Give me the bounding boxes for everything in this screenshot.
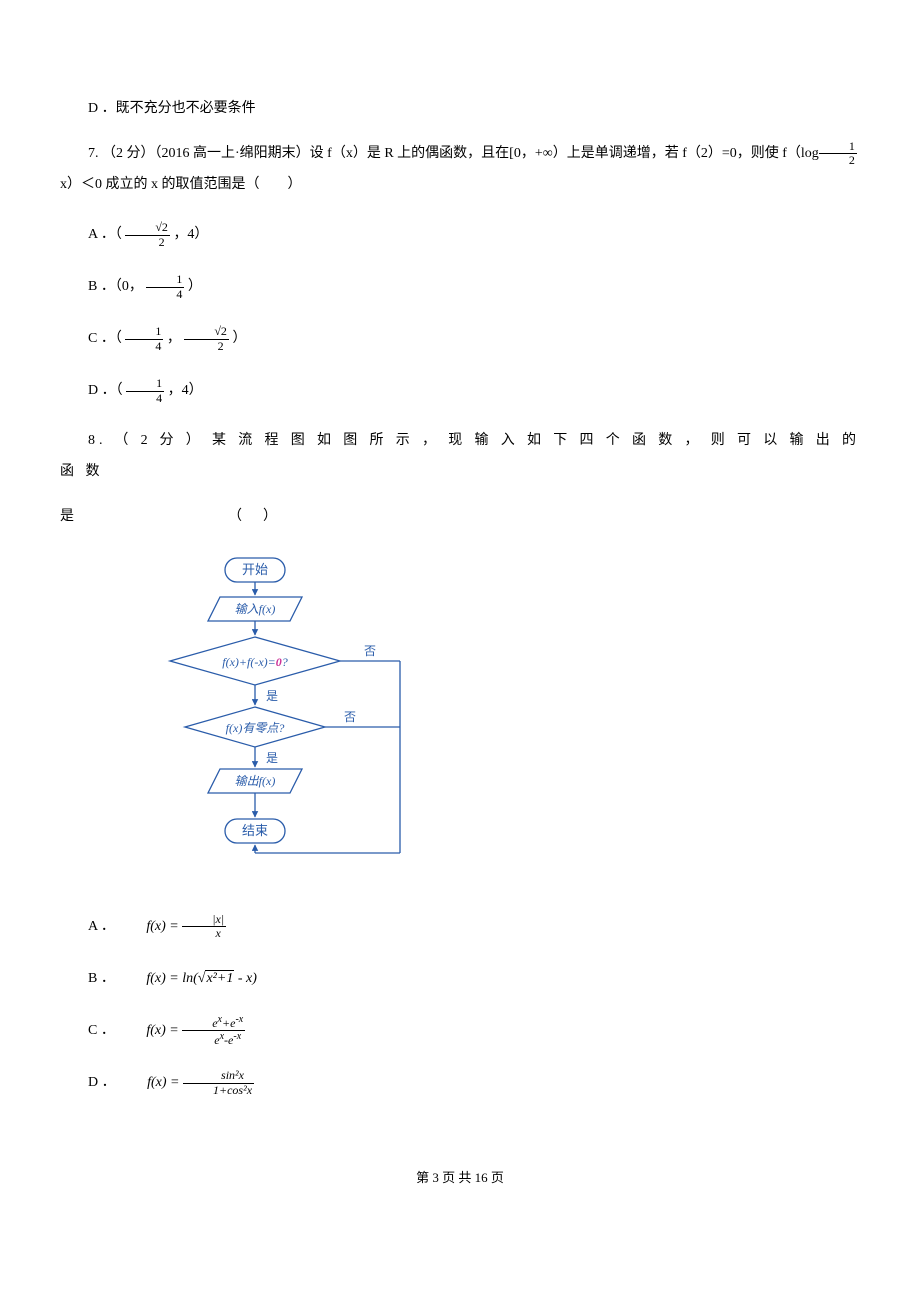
q8-c-formula: f(x) = ex+e-xex-e-x [118,1010,245,1052]
q7-b-prefix: B ．（0， [88,279,143,294]
q8-option-b: B ． f(x) = ln(√x²+1 - x) [60,958,860,1000]
q7-c-prefix: C ．（ [88,331,125,346]
cond2-no-label: 否 [344,710,356,724]
cond1-no-label: 否 [364,644,376,658]
q8-a-prefix: A ． [88,919,115,934]
q7-b-den: 4 [146,288,184,301]
q7-c-den1: 4 [125,340,163,353]
q7-c-frac2: √22 [184,325,229,352]
q7-stem-p2: x）＜0 成立的 x 的取值范围是（ ） [60,177,302,192]
q8-b-prefix: B ． [88,971,115,986]
q7-c-num1: 1 [125,325,163,339]
q7-b-frac: 14 [146,273,184,300]
q7-c-den2: 2 [184,340,229,353]
q8-stem-line1: 8. （ 2 分 ） 某 流 程 图 如 图 所 示 ， 现 输 入 如 下 四… [60,426,860,488]
q7-stem-p1: 7. （2 分）（2016 高一上·绵阳期末）设 f（x）是 R 上的偶函数，且… [88,146,819,161]
cond2-yes-label: 是 [266,751,278,765]
q7-c-num2: √2 [184,325,229,339]
q7-c-mid: ， [167,331,181,346]
q8-b-formula: f(x) = ln(√x²+1 - x) [118,958,257,1000]
cond1-yes-label: 是 [266,689,278,703]
q7-c-suffix: ） [232,331,246,346]
flow-start-label: 开始 [242,562,268,577]
q7-logbase-num: 1 [819,140,857,154]
page-footer: 第 3 页 共 16 页 [60,1164,860,1193]
q7-a-frac: √22 [125,221,170,248]
q7-option-a: A ．（ √22 ，4） [60,214,860,256]
flowchart-svg: 开始 输入f(x) f(x)+f(-x)=0? 否 是 f(x)有零点? 否 是… [140,553,440,873]
q7-d-num: 1 [126,377,164,391]
q7-d-suffix: ，4） [168,383,203,398]
q7-c-frac1: 14 [125,325,163,352]
q7-d-den: 4 [126,392,164,405]
q7-option-b: B ．（0， 14 ） [60,266,860,308]
q8-stem-line2: 是 （ ） [60,502,860,533]
q7-a-suffix: ，4） [173,227,208,242]
q8-d-prefix: D ． [88,1075,116,1090]
q7-stem: 7. （2 分）（2016 高一上·绵阳期末）设 f（x）是 R 上的偶函数，且… [60,139,860,201]
q8-d-formula: f(x) = sin²x1+cos²x [119,1062,254,1104]
q7-logbase: 12 [819,140,857,167]
q7-d-frac: 14 [126,377,164,404]
q7-logbase-den: 2 [819,154,857,167]
q8-c-prefix: C ． [88,1023,115,1038]
q8-a-formula: f(x) = |x|x [118,906,226,948]
q7-a-prefix: A ．（ [88,227,122,242]
q8-option-c: C ． f(x) = ex+e-xex-e-x [60,1010,860,1052]
q7-b-num: 1 [146,273,184,287]
q7-option-d: D ．（ 14 ，4） [60,370,860,412]
q7-option-c: C ．（ 14 ， √22 ） [60,318,860,360]
flow-end-label: 结束 [242,823,268,838]
q8-option-a: A ． f(x) = |x|x [60,906,860,948]
flow-input-label: 输入f(x) [235,602,276,616]
prev-option-d: D ．既不充分也不必要条件 [60,94,860,125]
q7-a-num: √2 [125,221,170,235]
flow-cond2-label: f(x)有零点? [226,721,285,735]
flow-output-label: 输出f(x) [235,774,276,788]
flow-cond1-label: f(x)+f(-x)=0? [222,655,288,669]
q7-a-den: 2 [125,236,170,249]
q8-flowchart: 开始 输入f(x) f(x)+f(-x)=0? 否 是 f(x)有零点? 否 是… [140,553,860,886]
q7-d-prefix: D ．（ [88,383,126,398]
q7-b-suffix: ） [188,279,202,294]
q8-option-d: D ． f(x) = sin²x1+cos²x [60,1062,860,1104]
